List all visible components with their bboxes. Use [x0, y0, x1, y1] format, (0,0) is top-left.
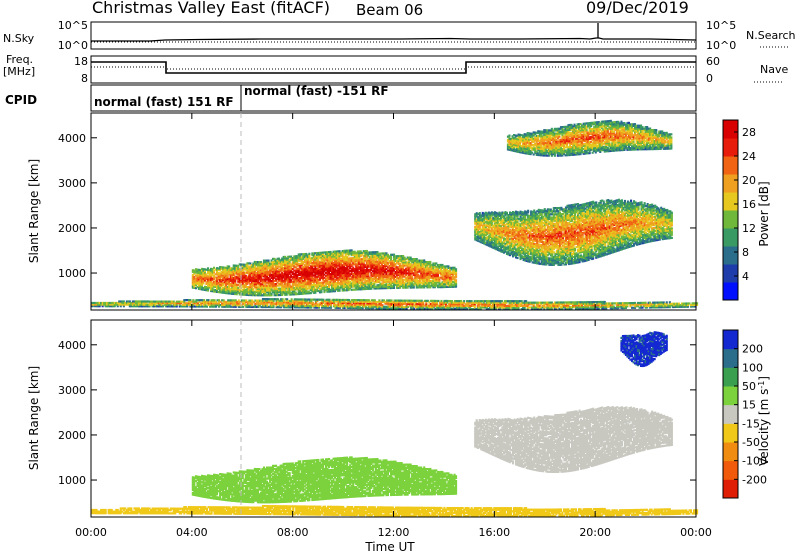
heatmap-cell	[533, 210, 535, 212]
date-label: 09/Dec/2019	[586, 0, 689, 17]
beam-label: Beam 06	[356, 1, 423, 19]
heatmap-cell	[506, 212, 508, 214]
nsky-panel	[91, 22, 696, 49]
freq-tick-top: 18	[74, 55, 88, 68]
nsky-tick-bottom: 10^0	[58, 39, 88, 52]
nsearch-tick-bottom: 10^0	[706, 39, 736, 52]
cpid-segment-1: normal (fast) 151 RF	[94, 95, 234, 109]
heatmap-cell	[455, 279, 457, 281]
heatmap-cell	[429, 261, 431, 263]
nave-trace	[91, 67, 696, 69]
plot-title: Christmas Valley East (fitACF)	[92, 0, 330, 17]
nsky-trace	[91, 38, 696, 41]
nave-label: Nave	[760, 63, 788, 76]
nsearch-tick-top: 10^5	[706, 19, 736, 32]
freq-tick-bottom: 8	[81, 72, 88, 85]
heatmap-cell	[517, 257, 519, 259]
nsky-tick-top: 10^5	[58, 19, 88, 32]
heatmap-cell	[455, 268, 457, 270]
cpid-segment-2: normal (fast) -151 RF	[244, 84, 389, 98]
heatmap-cell	[308, 253, 310, 255]
cpid-label: CPID	[5, 93, 37, 107]
heatmap-cell	[479, 212, 481, 214]
power-heatmap	[91, 120, 698, 310]
nave-tick-top: 60	[706, 55, 720, 68]
heatmap-cell	[268, 260, 270, 262]
heatmap-cell	[527, 210, 529, 212]
freq-label-line2: [MHz]	[3, 65, 35, 78]
freq-trace	[91, 62, 696, 73]
nsearch-label: N.Search	[746, 29, 796, 42]
nsky-label: N.Sky	[3, 32, 35, 45]
nave-tick-bottom: 0	[706, 72, 713, 85]
freq-panel	[91, 56, 696, 83]
